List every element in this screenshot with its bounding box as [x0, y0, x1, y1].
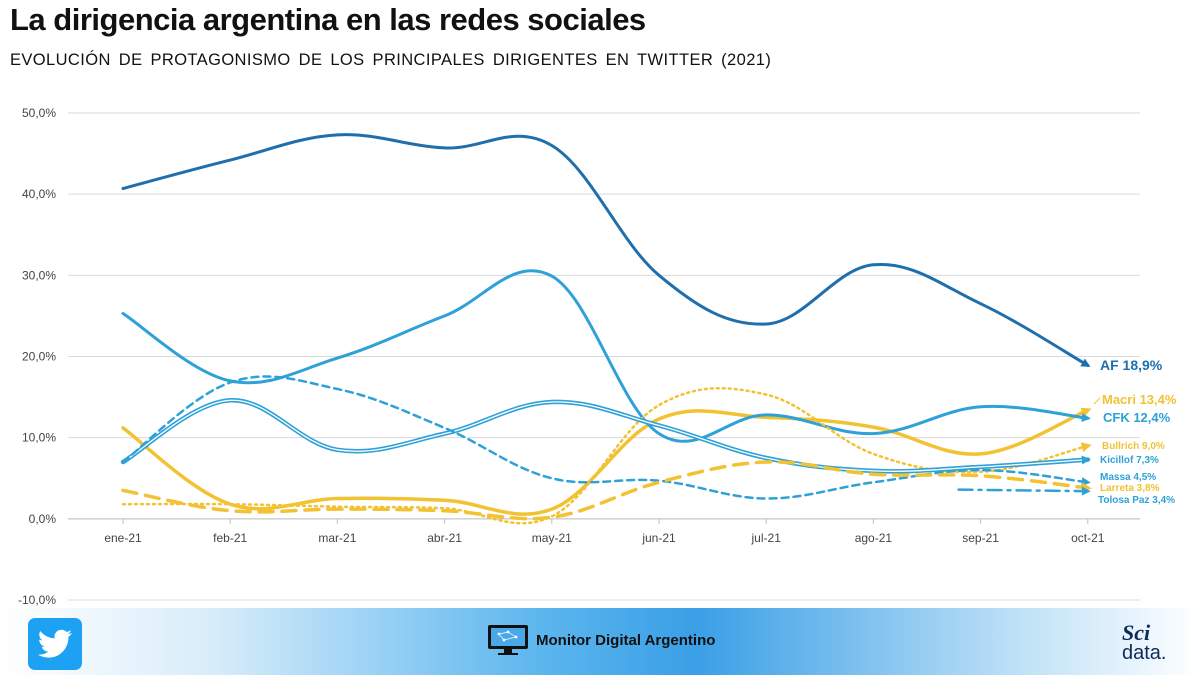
x-tick-label: ene-21 [104, 531, 142, 545]
y-tick-label: 40,0% [22, 187, 56, 201]
x-tick-label: jul-21 [751, 531, 782, 545]
series-line-tolosa-paz [957, 486, 1091, 496]
scidata-logo-top: Sci [1122, 620, 1151, 645]
x-tick-label: mar-21 [318, 531, 356, 545]
x-tick-label: ago-21 [855, 531, 893, 545]
x-tick-label: oct-21 [1071, 531, 1105, 545]
x-tick-label: may-21 [532, 531, 572, 545]
series-label-massa: Massa 4,5% [1100, 472, 1156, 483]
x-tick-label: sep-21 [962, 531, 999, 545]
y-tick-label: 30,0% [22, 268, 56, 282]
series-label-tolosa-paz: Tolosa Paz 3,4% [1098, 495, 1175, 506]
y-tick-label: 0,0% [29, 512, 57, 526]
y-tick-label: 10,0% [22, 431, 56, 445]
series-line-bullrich [121, 386, 1092, 525]
footer-bar: Monitor Digital Argentino Sci data. [0, 608, 1200, 675]
series-label-larreta: Larreta 3,8% [1100, 483, 1160, 494]
x-tick-label: jun-21 [641, 531, 676, 545]
page-title: La dirigencia argentina en las redes soc… [10, 2, 646, 37]
series-line-macri [121, 407, 1092, 516]
x-tick-label: feb-21 [213, 531, 247, 545]
line-chart: -10,0% 0,0% 10,0% 20,0% 30,0% 40,0% 50,0% ene-… [18, 106, 1177, 607]
twitter-bird-icon [28, 618, 82, 670]
y-tick-label: 50,0% [22, 106, 56, 120]
series-line-kicillof [122, 399, 1091, 472]
scidata-logo-bottom: data. [1122, 642, 1167, 664]
series-label-bullrich: Bullrich 9,0% [1102, 441, 1165, 452]
series-line-af [121, 133, 1091, 367]
macri-label-leader [1093, 397, 1101, 405]
series-line-cfk [121, 269, 1091, 443]
page-subtitle: EVOLUCIÓN DE PROTAGONISMO DE LOS PRINCIP… [10, 51, 772, 69]
series-label-macri: Macri 13,4% [1102, 392, 1177, 407]
series-line-larreta [121, 460, 1092, 521]
y-tick-label: 20,0% [22, 350, 56, 364]
x-tick-label: abr-21 [427, 531, 462, 545]
y-tick-label: -10,0% [18, 593, 56, 607]
series-label-af: AF 18,9% [1100, 357, 1163, 373]
scidata-logo: Sci data. [1118, 620, 1178, 670]
series-label-cfk: CFK 12,4% [1103, 410, 1171, 425]
brand-name: Monitor Digital Argentino [536, 632, 716, 649]
monitor-icon [487, 624, 529, 656]
series-label-kicillof: Kicillof 7,3% [1100, 455, 1159, 466]
